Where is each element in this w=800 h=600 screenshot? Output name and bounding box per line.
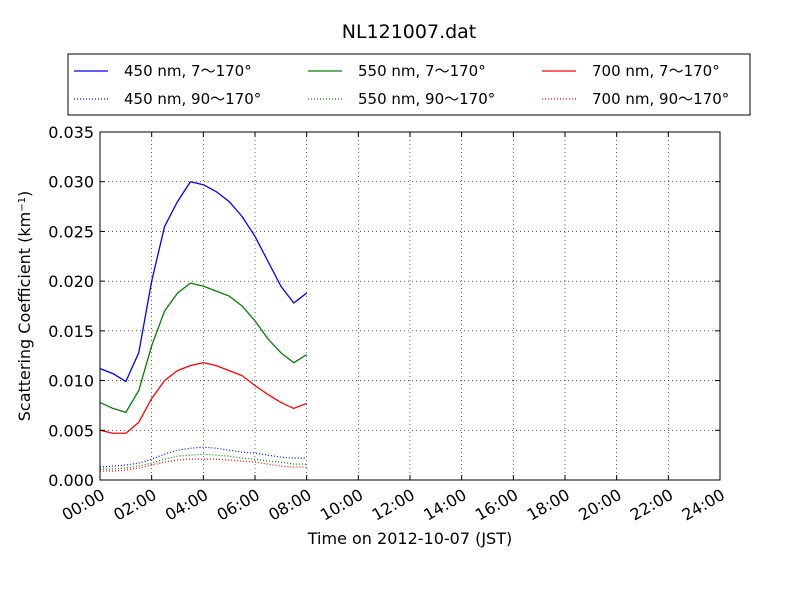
ticks <box>99 131 721 481</box>
x-tick-label: 12:00 <box>369 485 418 525</box>
x-tick-label: 20:00 <box>575 485 624 525</box>
plot-area <box>100 132 720 480</box>
y-axis-label-main: Scattering Coefficient (km <box>15 212 34 422</box>
y-tick-label: 0.015 <box>48 322 94 341</box>
x-tick-label: 22:00 <box>627 485 676 525</box>
y-tick-label: 0.020 <box>48 272 94 291</box>
y-tick-label: 0.005 <box>48 421 94 440</box>
chart-title: NL121007.dat <box>342 21 477 43</box>
x-tick-label: 14:00 <box>420 485 469 525</box>
x-tick-label: 00:00 <box>59 485 108 525</box>
y-axis-label-superscript: −1 <box>17 197 28 212</box>
x-tick-label: 16:00 <box>472 485 521 525</box>
x-tick-label: 18:00 <box>524 485 573 525</box>
y-axis-label: Scattering Coefficient (km−1) <box>15 191 34 422</box>
y-tick-label: 0.025 <box>48 222 94 241</box>
legend: 450 nm, 7～170° 550 nm, 7～170° 700 nm, 7～17… <box>67 53 751 116</box>
legend-label: 550 nm, 7～170° <box>358 62 486 80</box>
y-tick-label: 0.010 <box>48 372 94 391</box>
series-line-1 <box>100 453 307 470</box>
y-tick-labels: 0.000 0.005 0.010 0.015 0.020 0.025 0.030 0.035 <box>48 123 94 490</box>
y-tick-label: 0.035 <box>48 123 94 142</box>
series-line-4 <box>99 282 308 414</box>
legend-frame <box>67 53 751 116</box>
series-line-5 <box>99 362 307 434</box>
x-axis-label: Time on 2012-10-07 (JST) <box>307 529 512 548</box>
legend-label: 450 nm, 90～170° <box>124 90 261 108</box>
x-tick-label: 08:00 <box>265 485 314 525</box>
x-tick-label: 10:00 <box>317 485 366 525</box>
x-tick-label: 04:00 <box>162 485 211 525</box>
legend-label: 450 nm, 7～170° <box>124 62 252 80</box>
series-line-0 <box>99 446 307 468</box>
x-tick-label: 24:00 <box>679 485 728 525</box>
y-tick-label: 0.000 <box>48 471 94 490</box>
y-tick-label: 0.030 <box>48 173 94 192</box>
x-tick-labels: 00:00 02:00 04:00 06:00 08:00 10:00 12:00 14:00… <box>59 485 728 525</box>
legend-label: 550 nm, 90～170° <box>358 90 495 108</box>
series-line-3 <box>99 181 308 383</box>
grid <box>100 132 720 480</box>
y-axis-label-end: ) <box>15 191 34 197</box>
legend-label: 700 nm, 90～170° <box>592 90 729 108</box>
legend-label: 700 nm, 7～170° <box>592 62 720 80</box>
x-tick-label: 02:00 <box>110 485 159 525</box>
series-layer <box>99 181 308 472</box>
x-tick-label: 06:00 <box>214 485 263 525</box>
